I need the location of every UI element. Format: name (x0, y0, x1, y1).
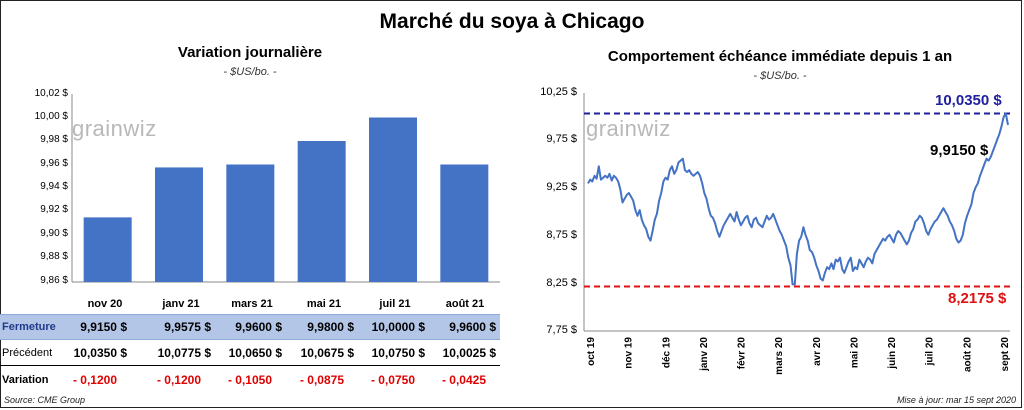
left-watermark-logo: grainwiz (72, 116, 157, 141)
table-cell: 10,0675 $ (300, 346, 354, 360)
table-cell: 9,9600 $ (235, 320, 282, 334)
price-line (587, 112, 1009, 286)
bar-y-tick: 9,88 $ (40, 251, 68, 262)
line-x-tick: juin 20 (887, 337, 898, 370)
table-cell: 9,9575 $ (164, 320, 211, 334)
line-y-tick: 10,25 $ (540, 86, 577, 98)
line-x-tick: sept 20 (1000, 337, 1011, 372)
bar-x-tick: juil 21 (379, 298, 411, 310)
table-cell: 10,0775 $ (157, 346, 211, 360)
line-x-tick: janv 20 (699, 337, 710, 372)
table-cell: 9,9600 $ (449, 320, 496, 334)
table-cell: 10,0750 $ (371, 346, 425, 360)
line-x-tick: nov 19 (624, 337, 635, 369)
bar-y-tick: 9,94 $ (40, 181, 68, 192)
bar-chart (71, 94, 500, 283)
row-label: Variation (2, 374, 49, 386)
right-watermark-logo: grainwiz (586, 116, 671, 141)
table-cell: 9,9800 $ (307, 320, 354, 334)
bar-chart-unit: - $US/bo. - (223, 66, 277, 78)
line-y-tick: 9,25 $ (546, 181, 577, 193)
row-label: Précédent (2, 347, 53, 359)
table-cell: - 0,0750 (370, 373, 415, 387)
table-cell: - 0,1200 (72, 373, 117, 387)
line-x-tick: juil 20 (925, 337, 936, 367)
table-cell: - 0,0875 (299, 373, 344, 387)
table-cell: 10,0025 $ (442, 346, 496, 360)
line-high-label: 10,0350 $ (935, 92, 1002, 109)
table-cell: - 0,1050 (227, 373, 272, 387)
bar-chart-title: Variation journalière (177, 44, 323, 61)
bar-y-tick: 10,00 $ (34, 111, 68, 122)
table-cell: 10,0650 $ (228, 346, 282, 360)
table-cell: 9,9150 $ (80, 320, 127, 334)
bar-x-tick: janv 21 (162, 298, 200, 310)
update-note: Mise à jour: mar 15 sept 2020 (896, 395, 1016, 405)
line-chart-title: Comportement échéance immédiate depuis 1… (607, 48, 953, 65)
table-cell: - 0,0425 (441, 373, 486, 387)
line-x-tick: déc 19 (661, 337, 672, 369)
line-chart-unit: - $US/bo. - (753, 70, 807, 82)
row-label: Fermeture (2, 321, 56, 333)
bar-y-tick: 9,92 $ (40, 204, 68, 215)
table-cell: 10,0350 $ (73, 346, 127, 360)
bar (226, 164, 275, 282)
line-x-tick: août 20 (962, 337, 973, 372)
line-y-tick: 8,25 $ (546, 277, 577, 289)
bar (440, 164, 489, 282)
line-x-tick: mars 20 (774, 337, 785, 375)
bar-x-tick: nov 20 (87, 298, 123, 310)
line-low-label: 8,2175 $ (948, 290, 1007, 307)
bar-x-tick: mai 21 (306, 298, 342, 310)
line-x-tick: oct 19 (586, 337, 597, 366)
page-title: Marché du soya à Chicago (379, 10, 645, 33)
source-note: Source: CME Group (4, 395, 86, 405)
bar-y-tick: 10,02 $ (34, 88, 68, 99)
line-last-label: 9,9150 $ (930, 142, 989, 159)
line-x-tick: févr 20 (737, 337, 748, 370)
line-y-tick: 8,75 $ (546, 229, 577, 241)
table-row-fermeture: Fermeture 9,9150 $ 9,9575 $ 9,9600 $ 9,9… (0, 314, 500, 340)
line-x-tick: mai 20 (849, 337, 860, 369)
table-cell: - 0,1200 (156, 373, 201, 387)
line-y-tick: 7,75 $ (546, 324, 577, 336)
table-cell: 10,0000 $ (371, 320, 425, 334)
table-row-variation: Variation - 0,1200 - 0,1200 - 0,1050 - 0… (0, 368, 500, 392)
bar-y-tick: 9,90 $ (40, 228, 68, 239)
bar (83, 217, 132, 282)
line-y-tick: 9,75 $ (546, 133, 577, 145)
bar-y-tick: 9,96 $ (40, 158, 68, 169)
table-row-precedent: Précédent 10,0350 $ 10,0775 $ 10,0650 $ … (0, 341, 500, 366)
bar-y-tick: 9,86 $ (40, 275, 68, 286)
line-x-tick: avr 20 (812, 337, 823, 366)
bar (369, 117, 417, 282)
bar (297, 141, 346, 282)
bar (155, 167, 203, 282)
bar-y-tick: 9,98 $ (40, 134, 68, 145)
bar-x-tick: août 21 (445, 298, 485, 310)
bar-x-tick: mars 21 (231, 298, 273, 310)
